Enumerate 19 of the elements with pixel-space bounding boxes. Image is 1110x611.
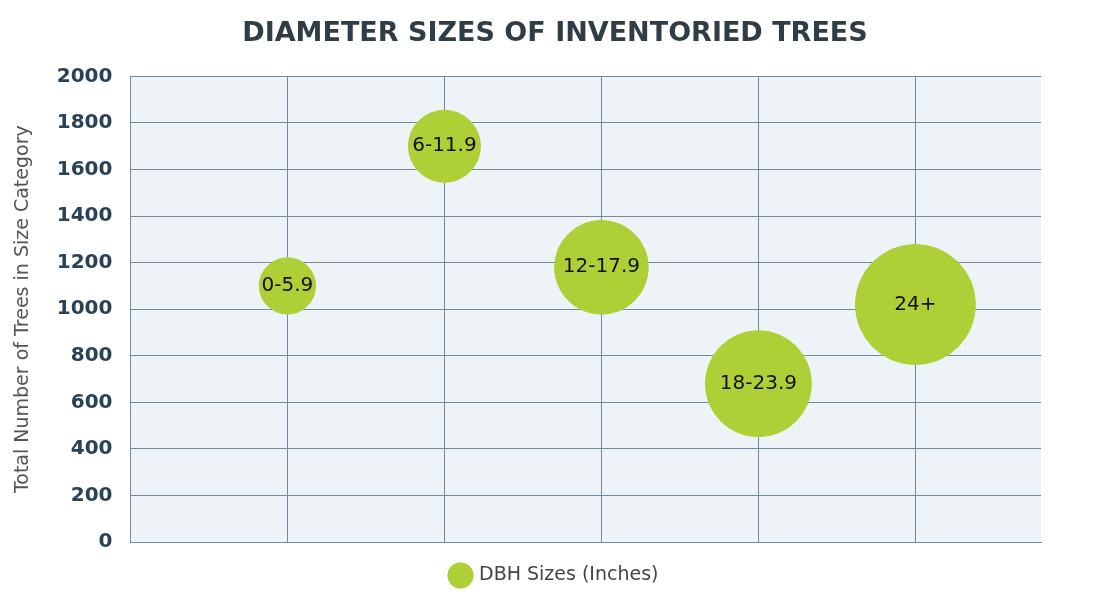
y-tick-label: 1600	[56, 155, 113, 180]
data-label: 0-5.9	[261, 272, 314, 297]
chart-title: DIAMETER SIZES OF INVENTORIED TREES	[242, 16, 868, 48]
y-tick-label: 600	[70, 388, 113, 413]
y-tick-label: 2000	[56, 62, 113, 87]
y-axis-title: Total Number of Trees in Size Category	[10, 125, 33, 495]
data-label: 18-23.9	[719, 369, 798, 394]
y-tick-label: 1800	[56, 109, 113, 134]
y-tick-label: 800	[70, 341, 113, 366]
y-tick-label: 1400	[56, 202, 113, 227]
y-tick-label: 1000	[56, 295, 113, 320]
y-tick-label: 200	[70, 481, 113, 506]
y-tick-label: 400	[70, 435, 113, 460]
data-label: 6-11.9	[412, 132, 477, 157]
y-tick-label: 0	[98, 528, 113, 553]
y-tick-label: 1200	[56, 248, 113, 273]
data-label: 12-17.9	[562, 253, 641, 278]
data-label: 24+	[894, 290, 937, 315]
legend-label: DBH Sizes (Inches)	[479, 562, 659, 585]
